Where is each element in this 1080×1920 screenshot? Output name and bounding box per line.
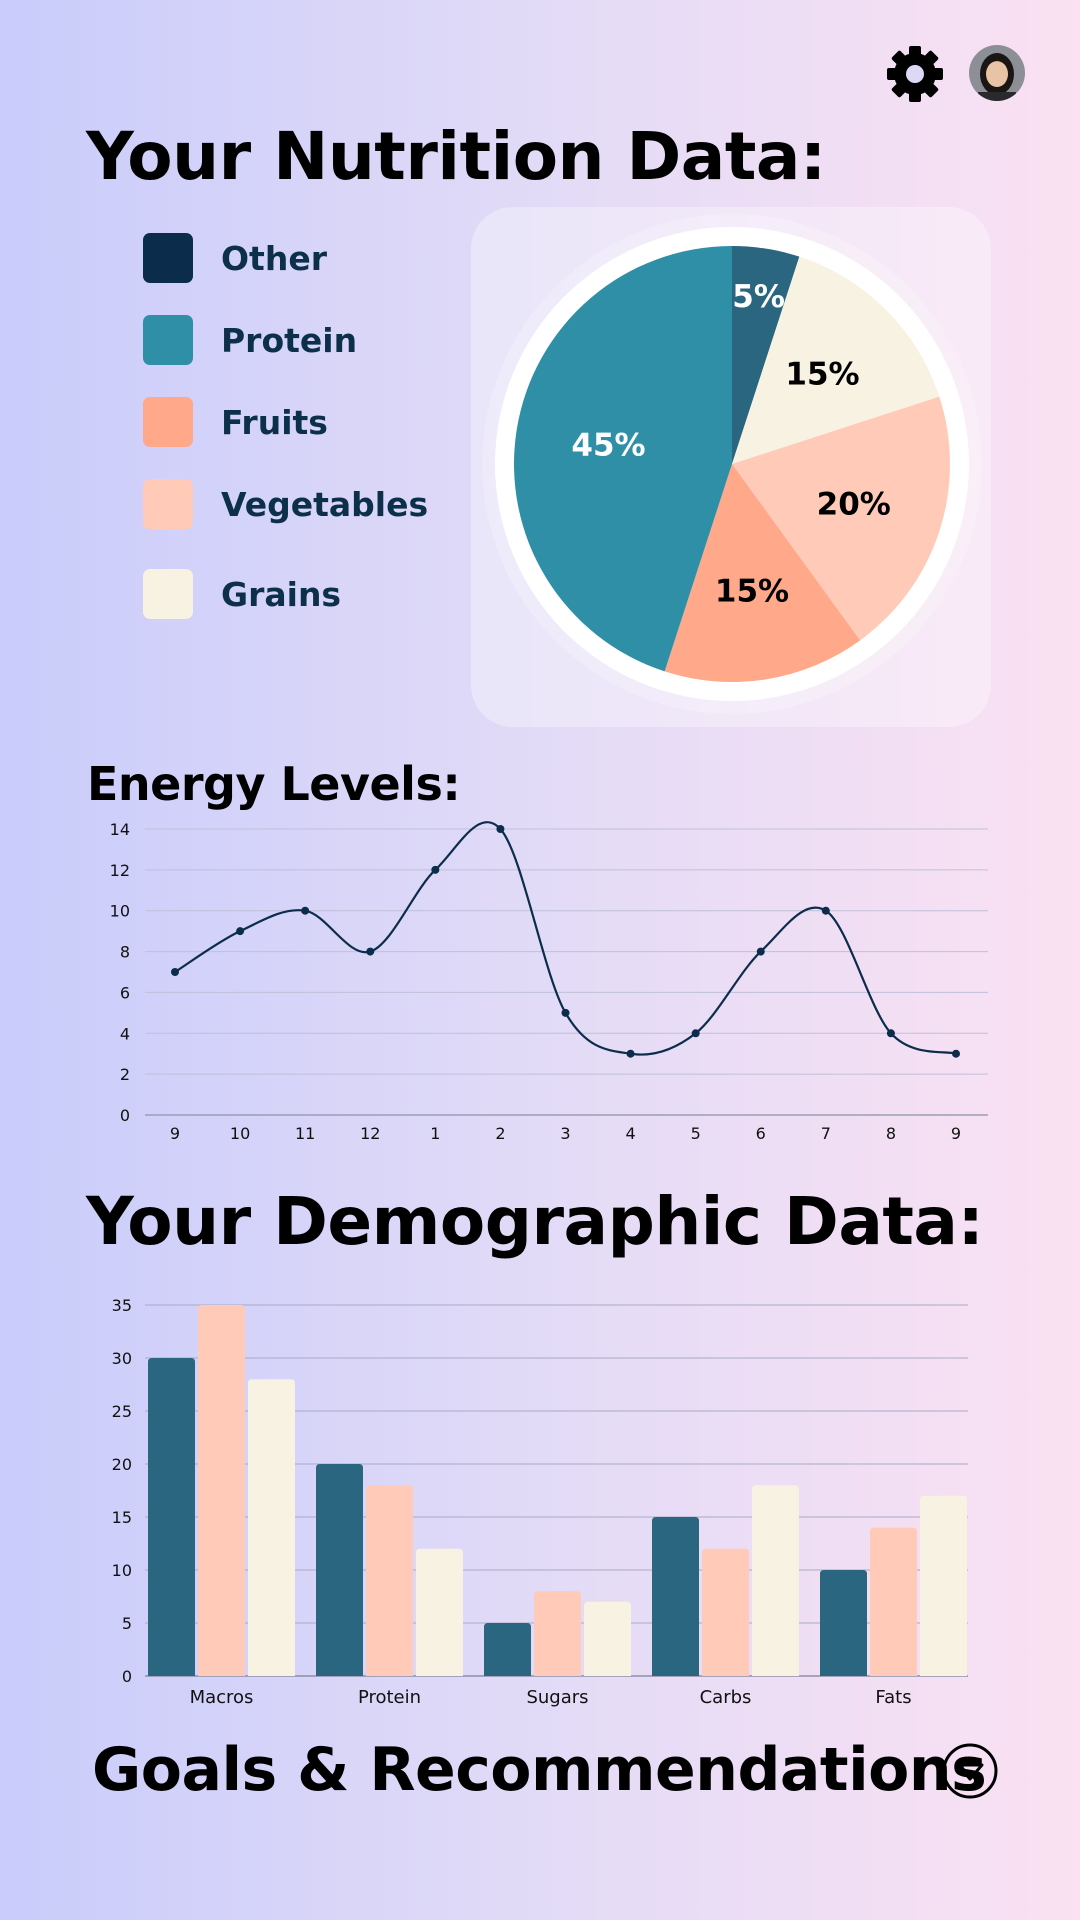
legend-swatch — [143, 479, 193, 529]
pie-label: 45% — [571, 427, 645, 463]
legend-swatch — [143, 397, 193, 447]
x-tick-label: 4 — [625, 1124, 635, 1143]
goals-title[interactable]: Goals & Recommendations — [92, 1735, 987, 1805]
x-tick-label: Carbs — [700, 1687, 752, 1708]
bar — [198, 1305, 245, 1676]
x-tick-label: 5 — [691, 1124, 701, 1143]
x-tick-label: 11 — [295, 1124, 315, 1143]
energy-point — [171, 968, 179, 976]
x-tick-label: 10 — [230, 1124, 250, 1143]
y-tick-label: 10 — [112, 1561, 132, 1580]
energy-point — [756, 947, 765, 956]
x-tick-label: 2 — [495, 1124, 505, 1143]
legend-swatch — [143, 569, 193, 619]
y-tick-label: 5 — [122, 1614, 132, 1633]
x-tick-label: Sugars — [526, 1687, 588, 1708]
x-tick-label: 7 — [821, 1124, 831, 1143]
bar — [752, 1485, 799, 1676]
x-tick-label: 3 — [560, 1124, 570, 1143]
x-tick-label: 8 — [886, 1124, 896, 1143]
pie-slice-other — [732, 246, 800, 464]
bar — [148, 1358, 195, 1676]
pie-label: 5% — [732, 279, 785, 315]
y-tick-label: 14 — [110, 820, 130, 839]
nutrition-pie-chart: 5% 15% 20% 15% 45% — [482, 214, 982, 714]
y-tick-label: 0 — [122, 1667, 132, 1686]
x-tick-label: 12 — [360, 1124, 380, 1143]
goals-expand-button[interactable] — [941, 1742, 999, 1800]
settings-button[interactable] — [885, 44, 945, 104]
avatar-icon — [969, 45, 1025, 101]
energy-point — [821, 906, 830, 915]
energy-point — [366, 947, 375, 956]
legend-label: Other — [221, 239, 327, 278]
energy-point — [236, 927, 245, 936]
pie-slice-fruits — [664, 464, 861, 682]
x-tick-label: Fats — [875, 1687, 911, 1708]
legend-swatch — [143, 315, 193, 365]
x-tick-label: 9 — [951, 1124, 961, 1143]
y-tick-label: 0 — [120, 1106, 130, 1125]
energy-point — [301, 906, 310, 915]
energy-point — [886, 1029, 895, 1038]
energy-point — [561, 1008, 570, 1017]
y-tick-label: 10 — [110, 902, 130, 921]
bar — [366, 1485, 413, 1676]
y-tick-label: 25 — [112, 1402, 132, 1421]
energy-series-line — [174, 821, 957, 1056]
pie-slice-grains — [732, 256, 940, 464]
chevron-down-icon — [942, 1743, 998, 1799]
pie-label: 15% — [715, 573, 789, 609]
bar — [248, 1379, 295, 1676]
bar — [316, 1464, 363, 1676]
nutrition-title: Your Nutrition Data: — [86, 118, 826, 195]
legend-label: Vegetables — [221, 485, 429, 524]
x-tick-label: Macros — [190, 1687, 254, 1708]
energy-point — [952, 1049, 960, 1058]
pie-label: 15% — [785, 356, 859, 392]
bar — [820, 1570, 867, 1676]
pie-slice-protein — [514, 245, 732, 672]
x-tick-label: 1 — [430, 1124, 440, 1143]
energy-title: Energy Levels: — [87, 757, 461, 811]
bar — [584, 1601, 631, 1676]
bar — [870, 1527, 917, 1676]
pie-slice-vegetables — [732, 396, 950, 641]
user-avatar[interactable] — [968, 44, 1026, 102]
x-tick-label: Protein — [358, 1687, 421, 1708]
bar — [416, 1548, 463, 1676]
bar — [652, 1517, 699, 1676]
x-tick-label: 9 — [170, 1124, 180, 1143]
y-tick-label: 2 — [120, 1065, 130, 1084]
bar — [534, 1591, 581, 1676]
pie-label: 20% — [817, 487, 891, 523]
y-tick-label: 4 — [120, 1024, 130, 1043]
legend-label: Protein — [221, 321, 358, 360]
bar — [484, 1623, 531, 1676]
legend-label: Fruits — [221, 403, 328, 442]
y-tick-label: 8 — [120, 943, 130, 962]
legend-label: Grains — [221, 575, 342, 614]
y-tick-label: 15 — [112, 1508, 132, 1527]
bar — [920, 1495, 967, 1676]
demographic-title: Your Demographic Data: — [86, 1183, 984, 1260]
gear-icon — [887, 46, 943, 102]
y-tick-label: 35 — [112, 1296, 132, 1315]
energy-point — [431, 865, 440, 874]
x-tick-label: 6 — [756, 1124, 766, 1143]
y-tick-label: 6 — [120, 983, 130, 1002]
bar — [702, 1548, 749, 1676]
energy-point — [496, 825, 505, 833]
y-tick-label: 20 — [112, 1455, 132, 1474]
y-tick-label: 12 — [110, 861, 130, 880]
y-tick-label: 30 — [112, 1349, 132, 1368]
energy-point — [626, 1049, 635, 1058]
energy-point — [691, 1029, 700, 1038]
demographic-bar-chart: 0 5 10 15 20 25 30 35 Macros Protein Sugars Carbs Fa… — [112, 1296, 968, 1708]
legend-swatch — [143, 233, 193, 283]
